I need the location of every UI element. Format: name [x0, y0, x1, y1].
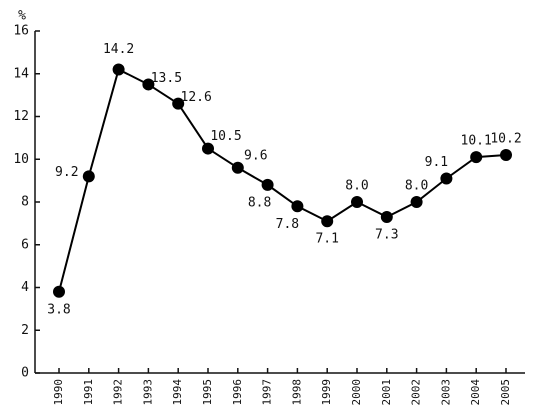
y-tick-label: 4	[21, 280, 29, 295]
data-label: 8.0	[405, 179, 428, 194]
x-tick-label: 1996	[231, 379, 244, 406]
data-label: 10.1	[461, 134, 492, 149]
point	[500, 148, 512, 161]
point	[410, 196, 423, 208]
data-label: 9.1	[425, 155, 448, 170]
point	[142, 78, 155, 91]
data-label: 12.6	[181, 90, 212, 105]
y-tick-label: 14	[13, 66, 29, 81]
data-label: 10.5	[210, 129, 241, 144]
x-tick-label: 2001	[380, 379, 393, 406]
data-label: 3.8	[47, 302, 70, 317]
x-tick-label: 2003	[439, 379, 452, 406]
x-tick-label: 1999	[320, 379, 333, 406]
y-tick-label: 16	[13, 24, 29, 39]
data-label: 7.1	[315, 232, 338, 247]
x-tick-label: 1990	[52, 379, 65, 406]
point	[82, 170, 95, 183]
x-tick-label: 1994	[171, 379, 184, 406]
point	[380, 210, 393, 223]
point	[440, 172, 453, 185]
point	[470, 151, 483, 164]
point	[351, 196, 363, 208]
data-label: 8.0	[345, 179, 368, 194]
point	[231, 161, 244, 174]
point	[202, 142, 214, 155]
point	[172, 97, 185, 110]
x-tick-label: 2005	[499, 379, 512, 406]
series-line	[58, 68, 507, 293]
x-tick-label: 2004	[469, 379, 482, 406]
data-label: 9.2	[55, 165, 78, 180]
data-label: 14.2	[103, 42, 134, 57]
data-label: 7.3	[375, 227, 398, 242]
point	[53, 285, 65, 298]
data-label: 9.6	[244, 148, 267, 163]
x-tick-label: 1995	[201, 379, 214, 406]
x-tick-label: 1991	[82, 379, 95, 406]
data-label: 7.8	[276, 217, 299, 232]
data-label: 10.2	[490, 131, 521, 146]
data-label: 8.8	[248, 195, 271, 210]
y-axis-label: %	[18, 9, 26, 24]
y-tick-label: 2	[21, 323, 29, 338]
x-tick-label: 1998	[290, 379, 303, 406]
x-tick-label: 1993	[141, 379, 154, 406]
y-tick-label: 6	[21, 237, 29, 252]
y-tick-label: 0	[21, 366, 29, 381]
x-tick-label: 1992	[112, 379, 125, 406]
x-tick-label: 2002	[410, 379, 423, 406]
x-tick-label: 1997	[261, 379, 274, 406]
data-label: 13.5	[151, 71, 182, 86]
y-tick-label: 10	[13, 152, 29, 167]
point	[261, 178, 274, 191]
y-tick-label: 8	[21, 195, 29, 210]
point	[291, 200, 304, 213]
point	[112, 63, 125, 76]
point	[321, 215, 334, 228]
y-tick-label: 12	[13, 109, 29, 124]
x-tick-label: 2000	[350, 379, 363, 406]
